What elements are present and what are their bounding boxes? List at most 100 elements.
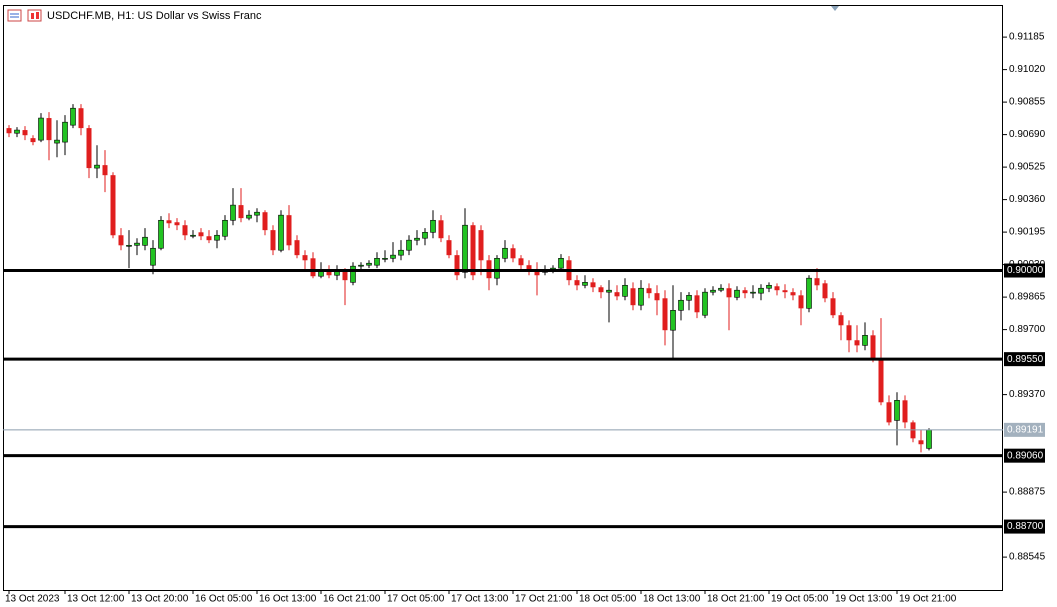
candle-body — [510, 248, 516, 259]
candle-body — [382, 258, 388, 260]
candle-body — [6, 128, 12, 134]
level-label-box — [1004, 352, 1045, 367]
candle-body — [806, 277, 812, 309]
plot-frame — [3, 5, 1003, 591]
candle-body — [838, 315, 844, 326]
candle-body — [54, 139, 60, 144]
candle-body — [886, 402, 892, 423]
candle-body — [222, 219, 228, 237]
candle-body — [110, 175, 116, 236]
candle-body — [342, 270, 348, 281]
candle-body — [166, 220, 172, 224]
candle-body — [918, 440, 924, 445]
x-tick-label: 18 Oct 21:00 — [707, 594, 765, 605]
level-label: 0.88700 — [1007, 521, 1044, 532]
candle-body — [102, 165, 108, 176]
candle-body — [126, 245, 132, 247]
candle-body — [558, 258, 564, 269]
candle-body — [286, 215, 292, 246]
candle-body — [302, 255, 308, 261]
current-price-box — [1004, 422, 1045, 437]
x-tick-label: 13 Oct 12:00 — [67, 594, 125, 605]
candle-body — [78, 108, 84, 129]
x-tick-label: 13 Oct 2023 — [5, 594, 60, 605]
icon-bar — [36, 12, 39, 19]
candle-body — [686, 295, 692, 301]
candle-body — [678, 299, 684, 311]
level-label-box — [1004, 519, 1045, 534]
candle-body — [582, 282, 588, 286]
candle-body — [230, 204, 236, 221]
candle-body — [262, 212, 268, 231]
icon — [7, 9, 22, 22]
candle-body — [174, 222, 180, 226]
candle-body — [62, 121, 68, 143]
x-tick-label: 16 Oct 05:00 — [195, 594, 253, 605]
candle-body — [518, 258, 524, 266]
candle-body — [902, 400, 908, 423]
candle-body — [398, 249, 404, 256]
candle-body — [742, 290, 748, 294]
level-label: 0.89550 — [1007, 354, 1044, 365]
candle-body — [70, 107, 76, 126]
y-tick-label: 0.91020 — [1009, 64, 1046, 75]
level-label: 0.89060 — [1007, 450, 1044, 461]
candle-body — [614, 292, 620, 297]
y-tick-label: 0.90690 — [1009, 129, 1046, 140]
candle-body — [14, 129, 20, 134]
level-label-box — [1004, 263, 1045, 278]
candle-body — [366, 262, 372, 266]
x-tick-label: 17 Oct 05:00 — [387, 594, 445, 605]
x-tick-label: 17 Oct 21:00 — [515, 594, 573, 605]
candle-body — [782, 290, 788, 293]
x-tick-label: 13 Oct 20:00 — [131, 594, 189, 605]
candle-body — [238, 205, 244, 219]
x-tick-label: 19 Oct 21:00 — [899, 594, 957, 605]
candle-body — [702, 291, 708, 316]
shift-marker — [831, 6, 839, 11]
y-tick-label: 0.90360 — [1009, 194, 1046, 205]
candle-body — [198, 232, 204, 237]
candle-body — [86, 128, 92, 169]
candle-body — [270, 230, 276, 251]
candle-body — [430, 219, 436, 233]
candle-body — [478, 230, 484, 261]
candle-body — [206, 236, 212, 241]
candle-body — [422, 232, 428, 239]
candle-body — [822, 283, 828, 299]
candle-body — [406, 239, 412, 251]
y-tick-label: 0.90195 — [1009, 227, 1046, 238]
candle-body — [870, 335, 876, 359]
candle-body — [158, 219, 164, 249]
y-tick-label: 0.88545 — [1009, 552, 1046, 563]
candle-body — [462, 224, 468, 273]
candle-body — [878, 358, 884, 403]
current-price-label: 0.89191 — [1007, 425, 1044, 436]
candle-body — [622, 284, 628, 297]
candle-body — [254, 211, 260, 216]
candle-body — [182, 225, 188, 236]
y-tick-label: 0.89370 — [1009, 389, 1046, 400]
candle-body — [526, 265, 532, 271]
candle-body — [574, 280, 580, 286]
candle-body — [46, 118, 52, 141]
x-tick-label: 18 Oct 05:00 — [579, 594, 637, 605]
level-label-box — [1004, 448, 1045, 463]
candle-body — [494, 258, 500, 279]
candle-body — [926, 429, 932, 449]
candle-body — [894, 400, 900, 421]
candle-body — [534, 270, 540, 276]
icon — [27, 9, 42, 22]
candle-body — [150, 247, 156, 266]
candle-body — [390, 254, 396, 259]
candle-body — [278, 214, 284, 251]
candle-body — [710, 289, 716, 293]
candle-body — [438, 220, 444, 239]
candle-body — [734, 289, 740, 298]
x-tick-label: 18 Oct 13:00 — [643, 594, 701, 605]
candle-body — [446, 240, 452, 256]
candle-body — [414, 237, 420, 241]
x-tick-label: 16 Oct 13:00 — [259, 594, 317, 605]
